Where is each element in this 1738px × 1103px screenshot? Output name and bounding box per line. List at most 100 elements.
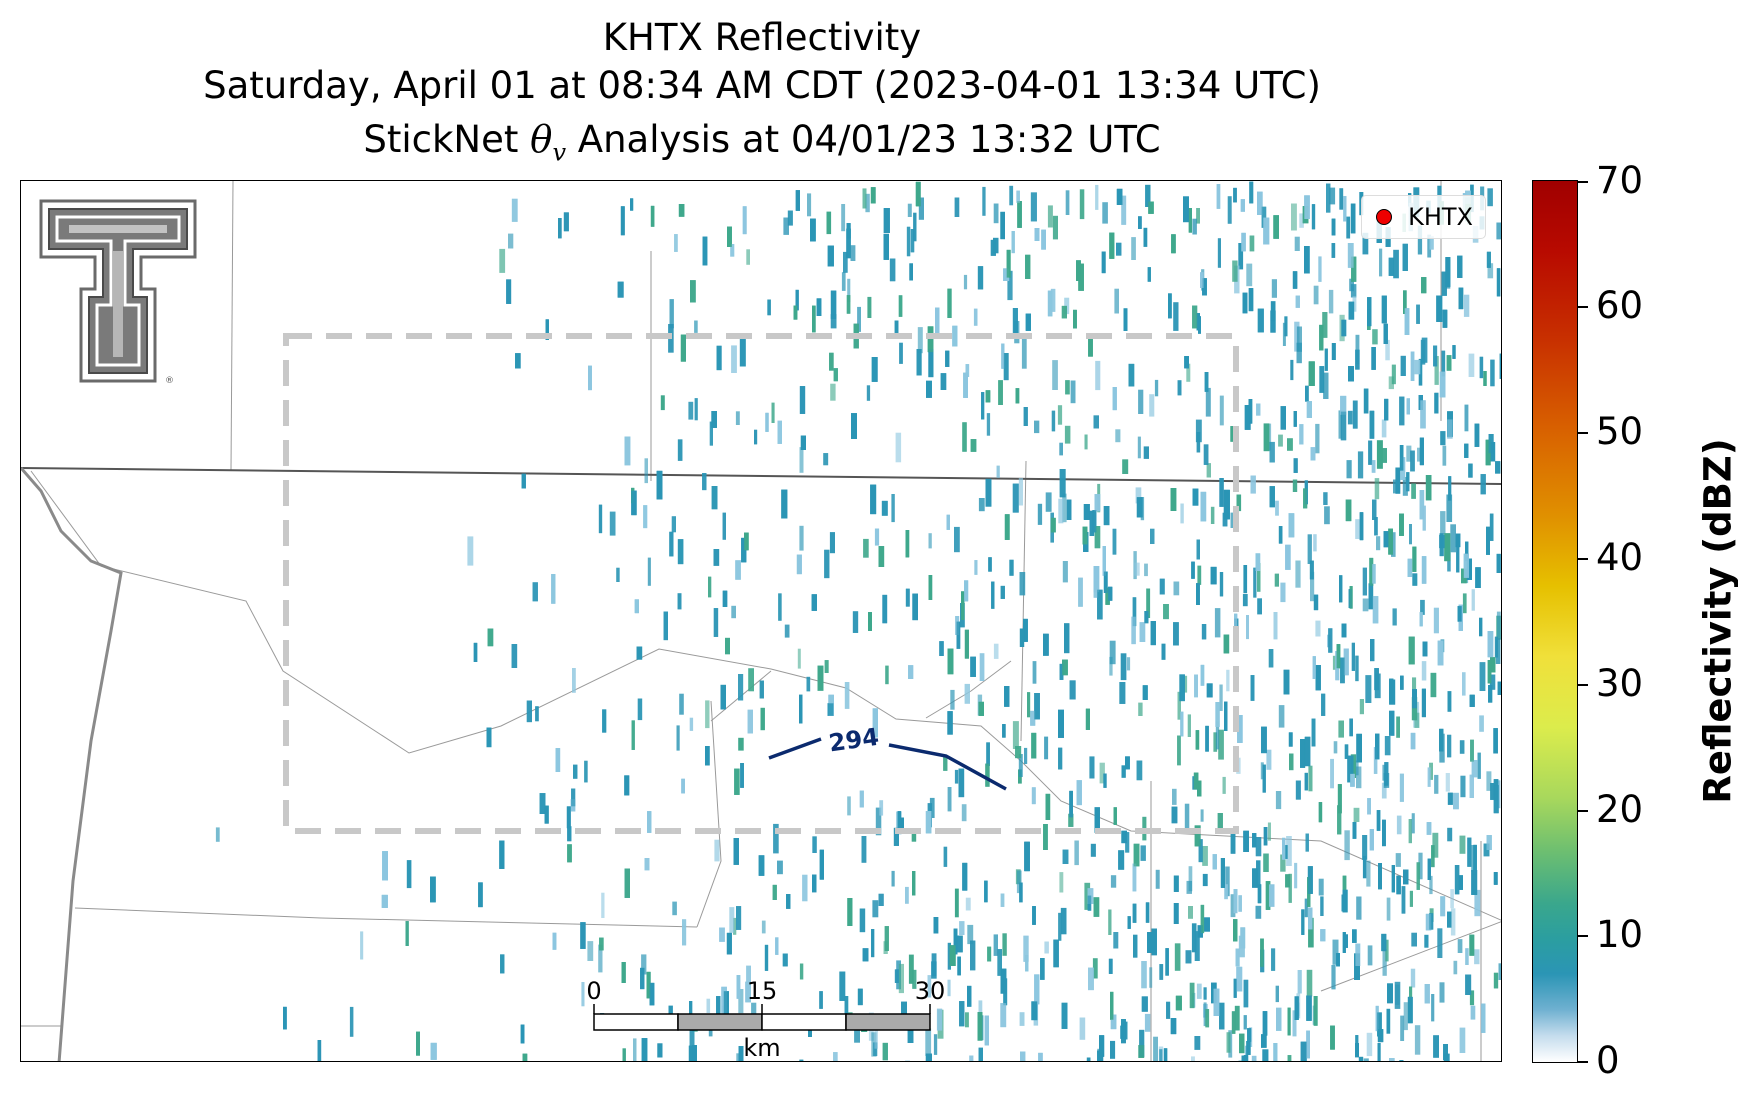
echo-streak (1336, 644, 1341, 669)
echo-streak (1062, 659, 1068, 676)
echo-streak (1018, 478, 1023, 506)
echo-streak (905, 588, 910, 607)
echo-streak (1437, 640, 1444, 666)
echo-streak (1458, 875, 1463, 890)
echo-streak (787, 210, 793, 226)
echo-streak (870, 187, 876, 204)
echo-streak (1470, 1005, 1476, 1020)
echo-streak (1447, 792, 1453, 805)
echo-streak (1337, 784, 1342, 814)
echo-streak (811, 594, 817, 611)
echo-streak (1376, 536, 1381, 551)
echo-streak (1403, 290, 1407, 314)
echo-streak (1271, 948, 1276, 971)
echo-streak (1094, 526, 1101, 549)
echo-streak (1084, 882, 1091, 910)
echo-streak (520, 1024, 525, 1044)
echo-streak (1386, 1008, 1391, 1034)
echo-streak (1202, 278, 1207, 296)
echo-streak (1403, 1002, 1408, 1031)
echo-streak (778, 593, 782, 621)
echo-streak (551, 574, 556, 604)
echo-streak (1308, 765, 1313, 792)
radar-map[interactable]: 294 0 15 30 km ® KHTX (20, 180, 1502, 1062)
map-legend: KHTX (1361, 195, 1486, 239)
echo-streak (1446, 494, 1453, 522)
echo-streak (893, 827, 899, 846)
echo-streak (1210, 506, 1215, 524)
echo-streak (1420, 599, 1425, 615)
echo-streak (621, 962, 626, 983)
echo-streak (1058, 498, 1064, 524)
echo-streak (1240, 927, 1246, 949)
echo-streak (1003, 268, 1010, 281)
echo-streak (1099, 1035, 1105, 1057)
echo-streak (1307, 534, 1312, 564)
echo-streak (1459, 1027, 1466, 1053)
echo-streak (925, 811, 932, 834)
echo-streak (1421, 556, 1427, 584)
echo-streak (1133, 843, 1140, 867)
echo-streak (1017, 201, 1022, 228)
echo-streak (1396, 815, 1402, 835)
echo-streak (1393, 249, 1399, 279)
echo-streak (1206, 683, 1213, 698)
echo-streak (1368, 440, 1373, 465)
echo-streak (1236, 494, 1242, 512)
echo-streak (977, 266, 984, 290)
echo-streak (646, 971, 651, 999)
echo-streak (1487, 660, 1492, 684)
echo-streak (1278, 705, 1285, 728)
echo-streak (850, 245, 856, 261)
echo-streak (1128, 363, 1135, 387)
echo-streak (722, 590, 728, 607)
echo-streak (1385, 339, 1390, 361)
echo-streak (859, 908, 866, 933)
echo-streak (1174, 943, 1181, 971)
echo-streak (1031, 1001, 1038, 1021)
echo-streak (1243, 830, 1249, 852)
echo-streak (630, 198, 634, 211)
echo-streak (1222, 776, 1226, 794)
echo-streak (1047, 205, 1053, 228)
echo-streak (1074, 840, 1079, 866)
echo-streak (1021, 338, 1027, 369)
echo-streak (928, 533, 932, 549)
echo-streak (1418, 852, 1423, 880)
echo-streak (705, 746, 710, 766)
echo-streak (954, 769, 959, 784)
echo-streak (1252, 833, 1257, 848)
echo-streak (1485, 439, 1491, 466)
echo-streak (1362, 598, 1369, 612)
echo-streak (933, 1034, 938, 1055)
echo-streak (1421, 661, 1427, 681)
echo-streak (863, 538, 869, 558)
echo-streak (702, 236, 708, 266)
echo-streak (1184, 803, 1190, 833)
echo-streak (674, 234, 678, 252)
radar-site-marker (1376, 209, 1393, 225)
echo-streak (1144, 1013, 1151, 1032)
echo-streak (954, 888, 959, 918)
echo-streak (1057, 405, 1063, 425)
echo-streak (1454, 865, 1460, 895)
colorbar-label-40: 40 (1596, 536, 1644, 579)
echo-streak (1175, 995, 1182, 1011)
echo-streak (716, 345, 722, 371)
echo-streak (511, 198, 518, 222)
echo-streak (1371, 460, 1376, 473)
echo-streak (1278, 434, 1283, 447)
echo-streak (1003, 978, 1008, 1006)
echo-streak (907, 1026, 914, 1043)
echo-streak (1375, 733, 1380, 760)
echo-streak (967, 985, 972, 1007)
echo-streak (1342, 875, 1347, 892)
echo-streak (1159, 964, 1164, 980)
echo-streak (1305, 385, 1309, 402)
echo-streak (716, 996, 721, 1022)
echo-streak (739, 338, 746, 367)
echo-streak (913, 212, 917, 242)
echo-streak (827, 245, 834, 267)
echo-streak (852, 611, 859, 633)
echo-streak (1251, 1055, 1257, 1061)
